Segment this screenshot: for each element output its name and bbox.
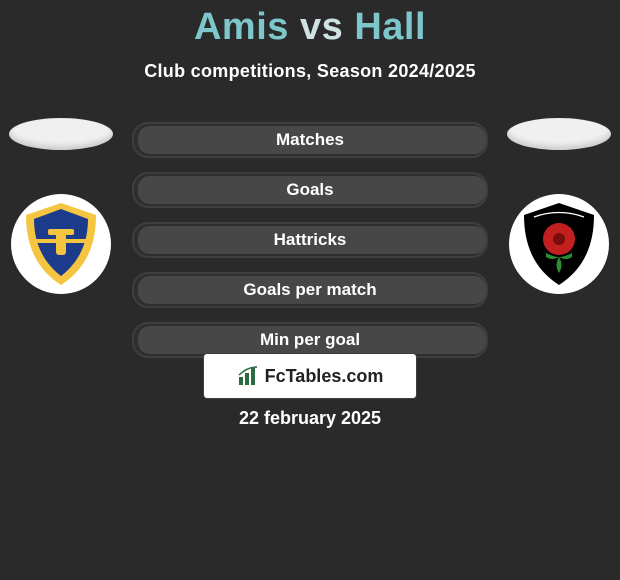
stat-bar	[138, 126, 486, 154]
player1-column	[6, 118, 116, 294]
stat-row-matches: 1 Matches 4	[132, 122, 488, 158]
stat-bar	[138, 176, 486, 204]
stat-row-goals: 5 Goals 3	[132, 172, 488, 208]
date-label: 22 february 2025	[0, 408, 620, 429]
player2-avatar-head	[507, 118, 611, 150]
player1-club-badge	[11, 194, 111, 294]
page-title: Amis vs Hall	[0, 6, 620, 49]
stats-block: 1 Matches 4 5 Goals 3 0 Hattricks 0 5 Go…	[132, 122, 488, 372]
bar-chart-icon	[237, 365, 259, 387]
vs-label: vs	[300, 6, 343, 48]
stat-row-hattricks: 0 Hattricks 0	[132, 222, 488, 258]
shield-icon	[514, 199, 604, 289]
stat-bar	[138, 226, 486, 254]
stat-bar	[138, 276, 486, 304]
player2-column	[504, 118, 614, 294]
player2-name: Hall	[354, 6, 426, 48]
player1-avatar-head	[9, 118, 113, 150]
subtitle: Club competitions, Season 2024/2025	[0, 61, 620, 82]
stat-row-goals-per-match: 5 Goals per match 0.75	[132, 272, 488, 308]
stat-bar	[138, 326, 486, 354]
shield-icon	[16, 199, 106, 289]
logo-text: FcTables.com	[265, 366, 384, 387]
player1-name: Amis	[194, 6, 289, 48]
fctables-logo[interactable]: FcTables.com	[203, 353, 417, 399]
player2-club-badge	[509, 194, 609, 294]
